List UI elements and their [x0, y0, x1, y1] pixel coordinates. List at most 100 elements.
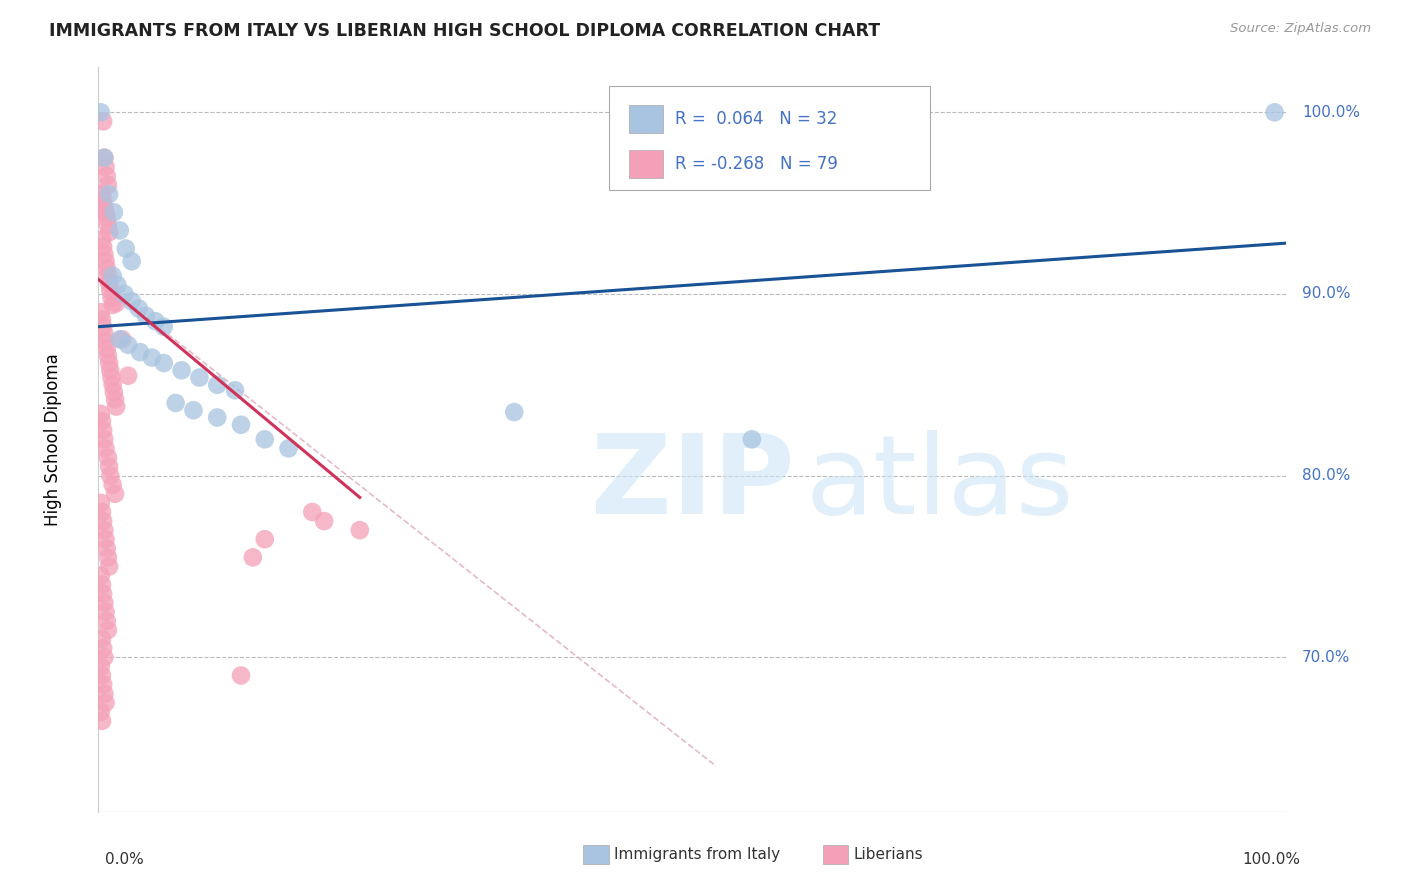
Point [91, 714, 114, 728]
Point [108, 332, 131, 346]
Point [96, 169, 118, 183]
Point [741, 433, 763, 447]
Point [97, 218, 120, 232]
Point [90, 105, 112, 120]
Text: Liberians: Liberians [853, 847, 924, 862]
Point [349, 523, 371, 537]
Point [91, 414, 114, 428]
Point [107, 277, 129, 292]
Point [145, 314, 167, 328]
Point [90, 705, 112, 719]
Point [104, 392, 127, 407]
Point [98, 559, 121, 574]
Point [129, 345, 152, 359]
Point [104, 487, 127, 501]
Point [98, 363, 121, 377]
Bar [630, 150, 662, 178]
Point [301, 505, 323, 519]
Point [91, 505, 114, 519]
Point [91, 632, 114, 647]
Point [101, 268, 124, 283]
Point [90, 659, 112, 673]
Point [96, 211, 118, 225]
Point [103, 385, 125, 400]
Point [91, 514, 114, 528]
Point [91, 319, 114, 334]
Point [97, 349, 120, 363]
Point [91, 577, 114, 591]
Text: R = -0.268   N = 79: R = -0.268 N = 79 [675, 154, 838, 173]
Point [93, 596, 115, 610]
Point [170, 363, 193, 377]
Point [117, 338, 139, 352]
Point [207, 410, 229, 425]
Point [91, 240, 114, 254]
Point [117, 368, 139, 383]
Text: atlas: atlas [806, 431, 1074, 538]
Text: Immigrants from Italy: Immigrants from Italy [614, 847, 780, 862]
Point [94, 442, 117, 456]
Point [98, 276, 121, 290]
Point [105, 296, 128, 310]
Point [91, 232, 114, 246]
Point [98, 459, 121, 474]
Text: IMMIGRANTS FROM ITALY VS LIBERIAN HIGH SCHOOL DIPLOMA CORRELATION CHART: IMMIGRANTS FROM ITALY VS LIBERIAN HIGH S… [49, 22, 880, 40]
Point [96, 261, 118, 276]
Point [98, 468, 121, 483]
Point [93, 433, 115, 447]
Point [141, 351, 163, 365]
Point [94, 533, 117, 547]
Point [94, 254, 117, 268]
Point [90, 305, 112, 319]
Point [93, 200, 115, 214]
Text: 100.0%: 100.0% [1243, 852, 1301, 867]
Point [94, 605, 117, 619]
Point [100, 291, 122, 305]
Text: ZIP: ZIP [592, 431, 794, 538]
Point [229, 668, 252, 682]
Point [101, 298, 124, 312]
Point [93, 650, 115, 665]
Point [96, 342, 118, 356]
Point [242, 550, 264, 565]
Point [91, 677, 114, 691]
Point [98, 225, 121, 239]
Point [97, 178, 120, 192]
Point [98, 356, 121, 370]
Point [100, 370, 122, 384]
Point [90, 496, 112, 510]
Point [103, 205, 125, 219]
Point [108, 223, 131, 237]
Point [98, 187, 121, 202]
Point [253, 533, 276, 547]
Point [111, 332, 134, 346]
Point [1264, 105, 1286, 120]
Point [101, 377, 124, 392]
Point [91, 312, 114, 326]
Point [91, 641, 114, 656]
Text: High School Diploma: High School Diploma [44, 353, 62, 525]
Point [114, 242, 136, 256]
Point [96, 541, 118, 556]
Point [105, 400, 128, 414]
Point [152, 319, 174, 334]
Point [165, 396, 187, 410]
Point [94, 160, 117, 174]
Point [128, 301, 150, 316]
Text: 80.0%: 80.0% [1302, 468, 1350, 483]
Point [94, 696, 117, 710]
Point [114, 287, 136, 301]
Point [90, 568, 112, 582]
Point [188, 370, 211, 384]
Bar [630, 105, 662, 133]
Point [93, 326, 115, 341]
Point [97, 550, 120, 565]
Point [135, 309, 157, 323]
Point [97, 450, 120, 465]
Point [314, 514, 336, 528]
Point [93, 687, 115, 701]
Text: 100.0%: 100.0% [1302, 105, 1360, 120]
Point [97, 268, 120, 283]
Point [96, 614, 118, 628]
Point [91, 668, 114, 682]
